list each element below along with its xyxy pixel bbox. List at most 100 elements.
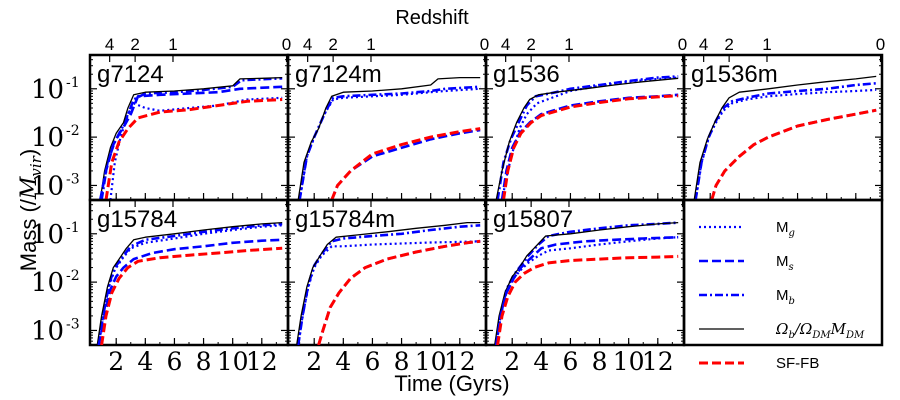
x-tick-label: 4 <box>533 347 549 376</box>
x-tick-label: 12 <box>246 347 278 376</box>
redshift-tick-label: 1 <box>366 35 375 54</box>
redshift-tick-label: 4 <box>699 35 708 54</box>
legend-label: Mg <box>776 219 795 239</box>
x-tick-label: 8 <box>592 347 608 376</box>
series-line-dm <box>99 76 283 200</box>
legend-label: SF-FB <box>776 355 819 372</box>
x-tick-label: 10 <box>217 347 249 376</box>
series-line-baryons <box>496 75 679 200</box>
x-tick-label: 8 <box>394 347 410 376</box>
panel-title: g1536m <box>691 61 778 88</box>
legend-entry-gas: Mg <box>699 219 795 239</box>
series-line-dm <box>495 77 679 200</box>
series-line-sffb <box>330 127 481 200</box>
series-line-sffb <box>496 254 679 345</box>
redshift-tick-label: 2 <box>130 35 139 54</box>
y-axis-title-suffix: ) <box>16 149 41 156</box>
y-axis-title-symbol: M <box>17 176 42 200</box>
x-tick-label: 4 <box>335 347 351 376</box>
redshift-tick-label: 4 <box>303 35 312 54</box>
redshift-tick-label: 2 <box>328 35 337 54</box>
redshift-tick-label: 1 <box>762 35 771 54</box>
series-line-stars <box>97 238 283 345</box>
y-axis-title: Mass (/Mvir) <box>16 149 45 271</box>
series-line-sffb <box>710 108 877 200</box>
y-tick-label: 10 <box>31 171 64 201</box>
series-line-baryons <box>97 222 283 345</box>
series-line-sffb <box>317 239 481 345</box>
y-tick-exponent: -3 <box>66 171 80 187</box>
legend: Mg Ms Mb Ωb/ΩDMMDM SF-FB <box>699 219 865 372</box>
y-tick-label: 10 <box>31 123 64 153</box>
x-tick-label: 6 <box>364 347 380 376</box>
redshift-tick-label: 0 <box>480 35 489 54</box>
x-tick-label: 6 <box>166 347 182 376</box>
y-tick-label: 10 <box>31 75 64 105</box>
x-tick-label: 2 <box>108 347 124 376</box>
legend-entry-sffb: SF-FB <box>699 355 819 372</box>
y-tick-label: 10 <box>31 268 64 298</box>
x-tick-label: 12 <box>642 347 674 376</box>
series-line-baryons <box>296 224 481 345</box>
redshift-tick-label: 4 <box>501 35 510 54</box>
y-tick-exponent: -1 <box>66 75 80 91</box>
panel-title: g15784m <box>295 206 395 233</box>
panel-8 <box>682 198 884 347</box>
x-tick-label: 2 <box>504 347 520 376</box>
y-axis-title-prefix: Mass (/ <box>16 198 41 271</box>
series-line-baryons <box>298 85 481 200</box>
legend-label: Mb <box>776 287 795 307</box>
panel-frame <box>682 198 884 347</box>
series-line-sffb <box>104 98 283 200</box>
series-line-dm <box>297 76 481 200</box>
x-tick-label: 2 <box>306 347 322 376</box>
x-tick-label: 6 <box>562 347 578 376</box>
series-line-dm <box>693 75 877 200</box>
x-tick-label: 10 <box>415 347 447 376</box>
series-line-dm <box>494 221 679 345</box>
x-axis-title: Time (Gyrs) <box>394 371 509 396</box>
series-line-stars <box>494 235 679 345</box>
legend-entry-stars: Ms <box>699 253 794 273</box>
redshift-tick-label: 2 <box>526 35 535 54</box>
legend-entry-dm: Ωb/ΩDMMDM <box>699 320 865 341</box>
y-tick-exponent: -1 <box>66 220 80 236</box>
x-tick-label: 8 <box>196 347 212 376</box>
redshift-tick-label: 4 <box>105 35 114 54</box>
series-line-baryons <box>694 82 877 200</box>
panel-title: g1536 <box>493 61 560 88</box>
redshift-tick-label: 0 <box>282 35 291 54</box>
y-tick-exponent: -2 <box>66 268 80 284</box>
series-line-stars <box>98 85 283 200</box>
top-axis-title: Redshift <box>395 7 469 29</box>
series-line-gas <box>297 240 481 345</box>
series-line-dm <box>96 221 283 345</box>
panel-title: g7124 <box>97 61 164 88</box>
redshift-tick-label: 0 <box>876 35 885 54</box>
y-tick-exponent: -2 <box>66 123 80 139</box>
x-tick-label: 10 <box>613 347 645 376</box>
legend-label: Ms <box>776 253 794 273</box>
panel-title: g7124m <box>295 61 382 88</box>
redshift-tick-label: 2 <box>724 35 733 54</box>
redshift-tick-label: 0 <box>678 35 687 54</box>
x-tick-label: 4 <box>137 347 153 376</box>
legend-label: Ωb/ΩDMMDM <box>775 320 865 341</box>
series-line-sffb <box>502 94 679 200</box>
y-tick-label: 10 <box>31 220 64 250</box>
series-line-sffb <box>100 246 283 345</box>
x-tick-label: 12 <box>444 347 476 376</box>
panel-title: g15807 <box>493 206 573 233</box>
redshift-tick-label: 1 <box>564 35 573 54</box>
legend-entry-baryons: Mb <box>699 287 795 307</box>
series-line-gas <box>495 236 679 345</box>
y-tick-exponent: -3 <box>66 316 80 332</box>
panel-title: g15784 <box>97 206 177 233</box>
y-tick-label: 10 <box>31 316 64 346</box>
redshift-tick-label: 1 <box>168 35 177 54</box>
